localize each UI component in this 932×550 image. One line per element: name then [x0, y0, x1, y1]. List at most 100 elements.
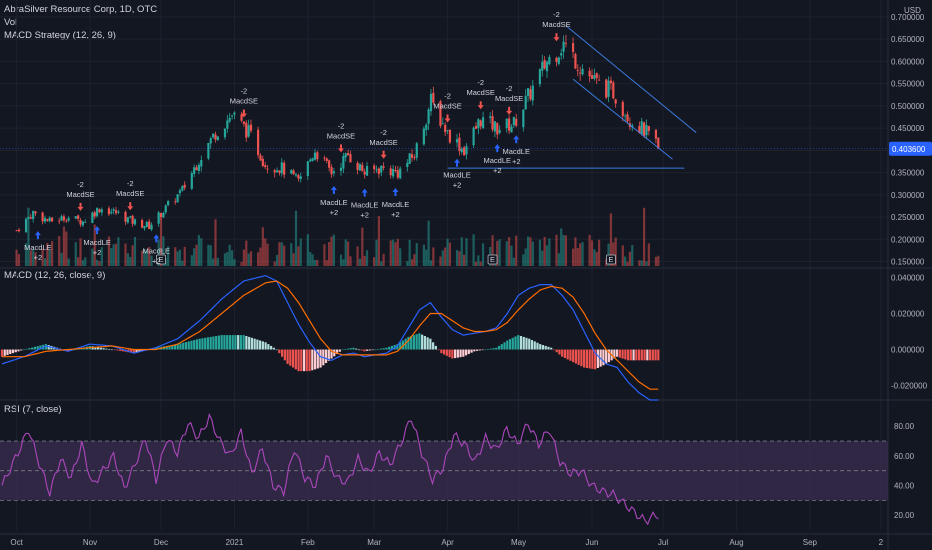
short-entry-label: MacdSE — [433, 102, 461, 111]
macd-histogram-bar — [572, 349, 575, 363]
candle-body — [58, 220, 61, 222]
volume-bar — [441, 250, 444, 266]
candle-body — [328, 160, 331, 168]
volume-bar — [330, 236, 333, 266]
volume-bar — [299, 238, 302, 266]
candle-body — [654, 129, 658, 139]
volume-bar — [560, 228, 563, 266]
macd-histogram-bar — [357, 349, 361, 351]
volume-bar — [275, 254, 279, 266]
volume-bar — [280, 242, 283, 266]
rsi-tick-label: 40.00 — [894, 482, 915, 491]
price-axis: USD 0.150000 0.200000 0.250000 0.300000 0.350… — [889, 6, 932, 520]
volume-bar — [278, 242, 281, 266]
candle-body — [508, 118, 511, 131]
macd-histogram-bar — [544, 345, 547, 350]
volume-bar — [654, 256, 658, 266]
candle-body — [432, 92, 435, 103]
short-entry-label: MacdSE — [467, 88, 495, 97]
volume-bar — [273, 261, 276, 266]
volume-bar — [564, 235, 568, 266]
rsi-tick-label: 80.00 — [894, 422, 915, 431]
candle-body — [373, 165, 376, 170]
volume-bar — [292, 253, 295, 266]
candle-body — [380, 165, 383, 173]
macd-histogram-bar — [138, 349, 141, 352]
candle-body — [195, 167, 198, 171]
macd-histogram-bar — [396, 344, 399, 350]
time-tick-label: 2 — [879, 538, 884, 547]
volume-bar — [642, 207, 646, 266]
volume-bar — [508, 237, 511, 266]
volume-bar — [595, 252, 598, 266]
short-entry-arrow — [127, 202, 134, 211]
long-entry-qty: +2 — [391, 210, 400, 219]
volume-bar — [472, 234, 475, 266]
candle-body — [356, 162, 359, 170]
volume-bar — [510, 245, 513, 266]
volume-bar — [344, 239, 347, 266]
macd-tick-label: -0.020000 — [891, 382, 928, 391]
candle-body — [579, 72, 582, 74]
candle-body — [489, 116, 492, 118]
volume-bar — [150, 255, 153, 266]
macd-histogram-bar — [470, 349, 473, 353]
candle-body — [93, 212, 96, 217]
candlesticks — [15, 34, 660, 233]
candle-body — [230, 115, 234, 117]
price-tick-label: 0.700000 — [891, 13, 925, 22]
long-entry-label: MacdLE — [502, 147, 530, 156]
candle-body — [557, 57, 560, 64]
time-tick-label: Nov — [83, 538, 97, 547]
long-entry-arrow — [34, 231, 41, 240]
macd-histogram-bar — [275, 349, 278, 351]
candle-body — [548, 56, 551, 65]
volume-bar — [422, 244, 425, 266]
candle-body — [382, 166, 385, 168]
volume-bar — [626, 261, 629, 266]
strategy-legend: MACD Strategy (12, 26, 9) — [4, 30, 116, 41]
short-entry-qty: -2 — [506, 84, 513, 93]
macd-histogram-bar — [626, 349, 630, 361]
volume-legend: Vol — [4, 17, 18, 28]
candle-body — [444, 124, 447, 133]
candle-body — [323, 157, 326, 159]
candle-body — [162, 212, 165, 218]
macd-histogram-bar — [264, 342, 267, 350]
long-entry-label: MacdLE — [382, 200, 410, 209]
macd-histogram-bar — [632, 349, 635, 361]
macd-histogram-bar — [44, 344, 48, 350]
earnings-marker-label: E — [490, 255, 495, 264]
candle-body — [538, 69, 542, 85]
macd-histogram-bar — [473, 349, 476, 352]
macd-histogram-bar — [17, 349, 20, 352]
macd-histogram-bar — [31, 347, 34, 350]
macd-histogram-bar — [190, 340, 193, 350]
volume-bar — [439, 256, 442, 266]
short-entry-qty: -2 — [477, 78, 484, 87]
macd-histogram-bar — [539, 344, 542, 350]
macd-tick-label: 0.020000 — [891, 309, 925, 318]
candle-body — [349, 154, 352, 163]
volume-bar — [342, 259, 345, 266]
macd-histogram-bar — [374, 349, 377, 351]
candle-body — [624, 115, 627, 117]
macd-histogram-bar — [399, 342, 402, 350]
candle-body — [455, 139, 459, 143]
volume-bar — [79, 238, 82, 266]
candle-body — [413, 157, 416, 159]
macd-histogram-bar — [182, 342, 185, 350]
short-entry-qty: -2 — [380, 128, 387, 137]
price-tick-label: 0.300000 — [891, 191, 925, 200]
macd-histogram-bar — [371, 349, 374, 351]
macd-histogram-bar — [344, 349, 347, 350]
candle-body — [607, 80, 610, 97]
macd-histogram-bar — [443, 349, 446, 355]
volume-bar — [91, 248, 94, 266]
candle-body — [510, 126, 513, 133]
strategy-signals: MacdLE+2-2MacdSEMacdLE+2-2MacdSEMacdLE+2… — [24, 10, 571, 265]
macd-histogram-bar — [113, 349, 116, 351]
long-entry-qty: +2 — [360, 211, 369, 220]
candle-body — [406, 162, 409, 168]
